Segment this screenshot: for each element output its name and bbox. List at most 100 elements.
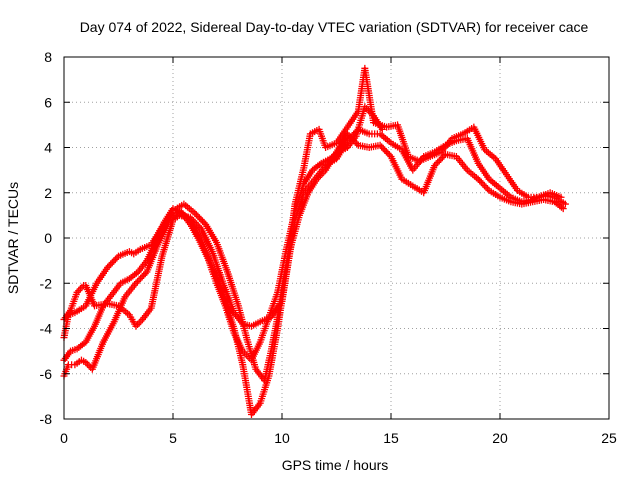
data-marker-trail xyxy=(67,291,80,312)
data-marker-trail xyxy=(300,132,314,170)
data-marker-trail xyxy=(179,211,193,227)
data-marker-trail xyxy=(548,190,563,200)
data-marker-trail xyxy=(100,320,117,344)
data-marker-trail xyxy=(471,125,488,152)
data-marker-trail xyxy=(152,220,167,244)
data-marker-trail xyxy=(516,188,530,200)
data-marker-trail xyxy=(527,193,541,201)
data-point xyxy=(378,125,386,133)
x-tick-label: 10 xyxy=(274,430,290,446)
data-marker-trail xyxy=(198,227,215,254)
data-marker-trail xyxy=(162,207,176,224)
data-marker-trail xyxy=(94,265,110,285)
data-marker-trail xyxy=(476,177,492,193)
data-marker-trail xyxy=(487,188,502,200)
data-marker-trail xyxy=(439,136,454,154)
data-marker-trail xyxy=(296,191,311,217)
y-tick-label: 4 xyxy=(44,140,52,156)
data-marker-trail xyxy=(537,190,552,200)
data-marker-trail xyxy=(67,309,77,318)
data-marker-trail xyxy=(196,238,211,260)
data-marker-trail xyxy=(248,340,263,362)
data-marker-trail xyxy=(134,317,145,329)
chart-title: Day 074 of 2022, Sidereal Day-to-day VTE… xyxy=(80,19,589,35)
y-tick-label: 2 xyxy=(44,185,52,201)
data-marker-trail xyxy=(61,349,73,362)
data-marker-trail xyxy=(205,257,220,285)
data-marker-trail xyxy=(182,202,197,216)
data-marker-trail xyxy=(378,131,393,145)
data-marker-trail xyxy=(117,248,131,259)
data-marker-trail xyxy=(222,304,237,335)
data-marker-trail xyxy=(265,327,281,378)
data-marker-trail xyxy=(123,281,138,299)
data-marker-trail xyxy=(220,281,237,315)
y-axis-title: SDTVAR / TECUs xyxy=(5,182,21,294)
data-marker-trail xyxy=(464,137,481,165)
data-point xyxy=(191,209,199,217)
data-marker-trail xyxy=(487,177,502,191)
x-tick-label: 5 xyxy=(169,430,177,446)
data-marker-trail xyxy=(188,222,202,242)
data-marker-trail xyxy=(465,168,480,182)
data-marker-trail xyxy=(418,153,432,164)
data-marker-trail xyxy=(239,363,255,416)
data-marker-trail xyxy=(209,250,226,285)
data-marker-trail xyxy=(400,177,415,189)
data-marker-trail xyxy=(432,152,448,168)
data-point xyxy=(474,175,482,183)
data-marker-trail xyxy=(249,401,263,417)
data-marker-trail xyxy=(421,164,438,195)
data-marker-trail xyxy=(315,168,328,181)
series-trace-2 xyxy=(60,64,565,385)
data-marker-trail xyxy=(75,339,88,352)
data-marker-trail xyxy=(231,331,246,353)
y-tick-label: -2 xyxy=(40,275,53,291)
data-marker-trail xyxy=(283,209,299,251)
data-marker-trail xyxy=(368,130,381,138)
data-marker-trail xyxy=(257,315,272,344)
grid xyxy=(64,57,609,419)
data-marker-trail xyxy=(266,291,281,319)
y-tick-label: -8 xyxy=(40,411,53,427)
data-marker-trail xyxy=(411,183,426,195)
data-marker-trail xyxy=(203,222,219,245)
data-marker-trail xyxy=(389,140,404,152)
x-axis-title: GPS time / hours xyxy=(282,457,389,473)
data-marker-trail xyxy=(69,346,79,354)
data-marker-trail xyxy=(127,269,140,281)
data-marker-trail xyxy=(378,143,393,159)
data-marker-trail xyxy=(73,303,88,315)
y-tick-label: 6 xyxy=(44,94,52,110)
data-point xyxy=(557,193,565,201)
y-tick-label: -4 xyxy=(40,321,53,337)
data-marker-trail xyxy=(498,186,513,200)
data-marker-trail xyxy=(428,149,443,160)
data-marker-trail xyxy=(144,241,159,263)
data-marker-trail xyxy=(309,127,321,137)
data-marker-trail xyxy=(250,319,262,329)
data-marker-trail xyxy=(83,324,97,344)
data-marker-trail xyxy=(75,283,86,295)
data-marker-trail xyxy=(133,270,149,286)
data-marker-trail xyxy=(301,168,315,186)
axis-ticks: 0 5 10 15 20 25 -8 -6 -4 -2 0 2 4 6 8 xyxy=(40,49,617,446)
data-marker-trail xyxy=(334,125,350,145)
x-tick-label: 20 xyxy=(492,430,508,446)
data-marker-trail xyxy=(274,248,290,294)
data-points xyxy=(60,64,569,418)
data-marker-trail xyxy=(345,109,361,129)
data-marker-trail xyxy=(281,245,294,287)
data-marker-trail xyxy=(61,363,71,378)
data-marker-trail xyxy=(476,161,492,181)
data-marker-trail xyxy=(363,105,376,118)
data-marker-trail xyxy=(461,124,476,137)
data-marker-trail xyxy=(192,211,208,227)
y-tick-label: -6 xyxy=(40,366,53,382)
data-marker-trail xyxy=(388,155,405,181)
x-tick-label: 15 xyxy=(383,430,399,446)
x-tick-label: 25 xyxy=(601,430,617,446)
data-marker-trail xyxy=(324,140,338,151)
data-point xyxy=(132,279,140,287)
